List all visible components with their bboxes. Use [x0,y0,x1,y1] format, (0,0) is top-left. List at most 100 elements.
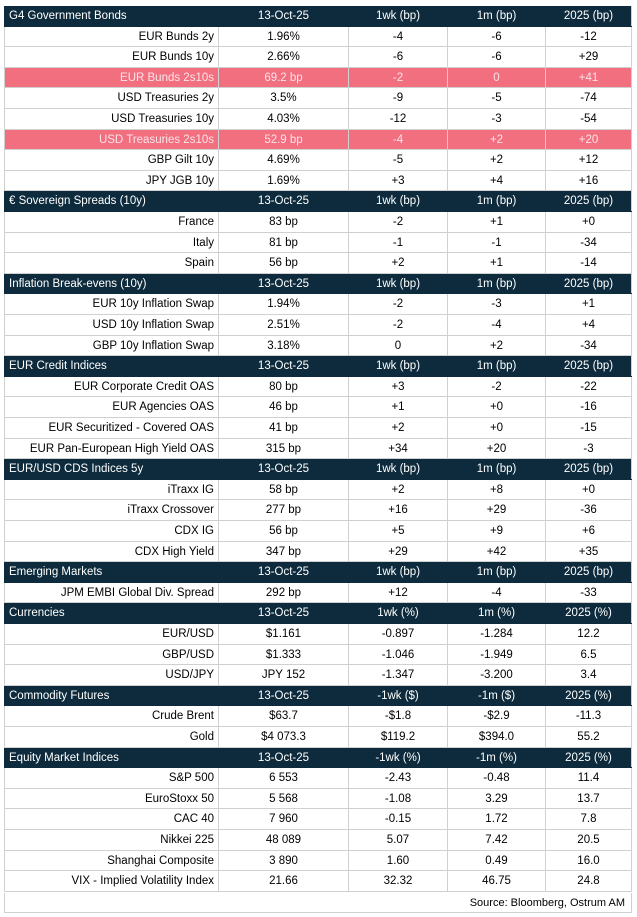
cell-value: 55.2 [545,727,632,747]
table-row: EUR Bunds 2s10s 69.2 bp -2 0 +41 [4,67,632,89]
cell-value: $1.333 [218,644,348,665]
table-row: CDX High Yield 347 bp +29 +42 +35 [4,541,632,563]
row-label: USD Treasuries 10y [4,109,218,129]
cell-value: $1.161 [218,624,348,644]
cell-value: 5.07 [348,830,447,850]
column-header: 1m (bp) [447,191,545,211]
column-header: -1wk ($) [348,685,447,706]
column-header: -1wk (%) [348,747,447,768]
cell-value: 41 bp [218,418,348,438]
section-header: EUR Credit Indices 13-Oct-25 1wk (bp) 1m (b… [4,356,632,377]
cell-value: +2 [348,418,447,438]
cell-value: 7 960 [218,809,348,829]
cell-value: -1.347 [348,665,447,685]
column-header: 1m (bp) [447,562,545,582]
row-label: EUR Bunds 2y [4,26,218,47]
cell-value: +16 [545,170,632,191]
cell-value: 0 [348,335,447,356]
table-row: USD Treasuries 2s10s 52.9 bp -4 +2 +20 [4,129,632,151]
cell-value: 24.8 [545,871,632,891]
cell-value: -5 [348,150,447,170]
column-header: 2025 (%) [545,685,632,706]
cell-value: -$2.9 [447,706,545,726]
cell-value: +6 [545,521,632,541]
row-label: iTraxx IG [4,479,218,500]
column-header: 1m (%) [447,603,545,623]
cell-value: +2 [348,253,447,273]
table-row: USD 10y Inflation Swap 2.51% -2 -4 +4 [4,315,632,336]
table-row: EUR Securitized - Covered OAS 41 bp +2 +0 -1… [4,418,632,439]
table-row: JPY JGB 10y 1.69% +3 +4 +16 [4,170,632,192]
cell-value: $63.7 [218,706,348,726]
row-label: USD Treasuries 2s10s [4,129,218,150]
cell-value: +1 [348,397,447,417]
table-row: France 83 bp -2 +1 +0 [4,212,632,233]
cell-value: +34 [348,438,447,459]
row-label: EUR Securitized - Covered OAS [4,418,218,438]
cell-value: -34 [545,232,632,253]
cell-value: $394.0 [447,727,545,747]
cell-value: +0 [545,212,632,232]
cell-value: +2 [447,129,545,150]
cell-value: +3 [348,376,447,397]
cell-value: -0.897 [348,624,447,644]
cell-value: +2 [447,150,545,170]
cell-value: +3 [348,170,447,191]
row-label: S&P 500 [4,768,218,788]
cell-value: 81 bp [218,232,348,253]
column-header: 1m (bp) [447,356,545,376]
column-header: 2025 (bp) [545,273,632,294]
row-label: CDX IG [4,521,218,541]
cell-value: -34 [545,335,632,356]
table-row: EUR Bunds 10y 2.66% -6 -6 +29 [4,47,632,68]
section-title: Equity Market Indices [4,747,218,768]
cell-value: -4 [447,315,545,335]
cell-value: +9 [447,521,545,541]
cell-value: +2 [348,479,447,500]
cell-value: +1 [545,294,632,314]
cell-value: 3.18% [218,335,348,356]
cell-value: 3 890 [218,850,348,871]
table-row: GBP Gilt 10y 4.69% -5 +2 +12 [4,150,632,171]
cell-value: 7.42 [447,830,545,850]
column-header: 2025 (bp) [545,6,632,26]
column-header: 2025 (%) [545,747,632,768]
cell-value: 83 bp [218,212,348,232]
cell-value: 277 bp [218,500,348,520]
section-title: G4 Government Bonds [4,6,218,26]
cell-value: 13.7 [545,788,632,809]
section-header: Inflation Break-evens (10y) 13-Oct-25 1wk … [4,273,632,295]
cell-value: -2 [348,315,447,335]
row-label: EUR 10y Inflation Swap [4,294,218,314]
cell-value: 69.2 bp [218,67,348,88]
section-title: € Sovereign Spreads (10y) [4,191,218,211]
row-label: GBP Gilt 10y [4,150,218,170]
cell-value: -6 [447,26,545,47]
cell-value: -3 [545,438,632,459]
cell-value: +16 [348,500,447,520]
section-title: EUR/USD CDS Indices 5y [4,459,218,479]
cell-value: -2 [348,294,447,314]
cell-value: 2.66% [218,47,348,67]
cell-value: -1.284 [447,624,545,644]
column-header: 1wk (%) [348,603,447,623]
cell-value: +42 [447,541,545,562]
column-header: 1wk (bp) [348,273,447,294]
column-header: 1wk (bp) [348,191,447,211]
cell-value: -1 [348,232,447,253]
row-label: USD 10y Inflation Swap [4,315,218,335]
cell-value: -4 [348,129,447,150]
column-header: 13-Oct-25 [218,562,348,582]
cell-value: -2.43 [348,768,447,788]
cell-value: -9 [348,88,447,108]
cell-value: 4.69% [218,150,348,170]
cell-value: +29 [348,541,447,562]
section-title: Emerging Markets [4,562,218,582]
cell-value: 2.51% [218,315,348,335]
row-label: EUR/USD [4,624,218,644]
row-label: EUR Agencies OAS [4,397,218,417]
column-header: 2025 (%) [545,603,632,623]
row-label: Shanghai Composite [4,850,218,871]
row-label: France [4,212,218,232]
cell-value: 6 553 [218,768,348,788]
